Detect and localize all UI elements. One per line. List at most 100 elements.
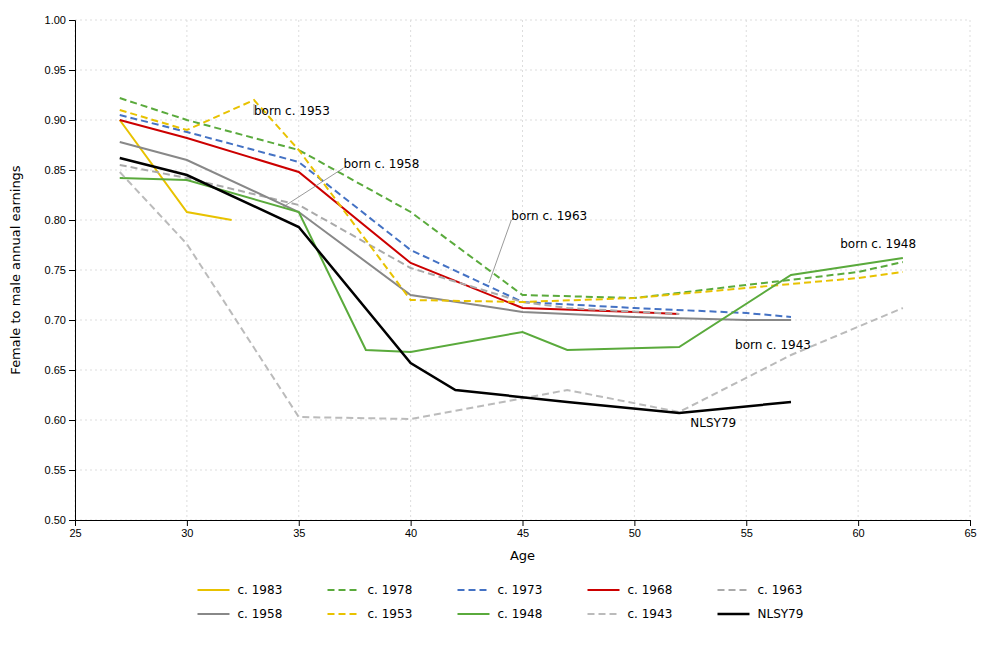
tick: 0.95 [45,64,75,76]
series-line [120,115,791,317]
grid-line-y [75,370,970,371]
legend-label: c. 1953 [368,607,413,621]
annotation: born c. 1948 [840,237,916,251]
grid-line-y [75,20,970,21]
tick-label: 30 [181,527,193,539]
tick-label: 1.00 [45,14,66,26]
tick: 65 [964,520,976,539]
series-line [120,100,903,302]
legend-item: c. 1973 [458,583,543,597]
grid-line-x [298,20,299,520]
grid [75,20,970,520]
tick: 35 [293,520,305,539]
tick: 30 [181,520,193,539]
y-axis-title: Female to male annual earnings [8,165,23,375]
tick-label: 40 [405,527,417,539]
tick-mark [69,520,75,521]
series-line [120,158,791,413]
tick: 45 [517,520,529,539]
tick-mark [523,520,524,526]
legend-label: c. 1963 [758,583,803,597]
legend-item: c. 1983 [198,583,283,597]
legend-item: c. 1948 [458,607,543,621]
tick-label: 0.85 [45,164,66,176]
tick-mark [69,370,75,371]
grid-line-y [75,420,970,421]
series-line [120,172,903,419]
tick-mark [746,520,747,526]
legend-label: c. 1983 [238,583,283,597]
tick-label: 0.75 [45,264,66,276]
tick-mark [69,420,75,421]
tick-label: 0.60 [45,414,66,426]
grid-line-x [522,20,523,520]
series-line [120,165,679,314]
legend-item: c. 1978 [328,583,413,597]
tick-label: 55 [741,527,753,539]
tick-mark [858,520,859,526]
legend-label: c. 1973 [498,583,543,597]
axis-line [76,521,971,527]
x-axis-title: Age [510,548,535,563]
legend-item: c. 1968 [588,583,673,597]
tick: 0.80 [45,214,75,226]
tick-label: 50 [629,527,641,539]
chart: 2530354045505560650.500.550.600.650.700.… [0,0,1000,660]
tick: 0.70 [45,314,75,326]
annotation: NLSY79 [690,416,736,430]
grid-line-x [634,20,635,520]
tick: 0.75 [45,264,75,276]
tick-mark [69,120,75,121]
tick: 60 [853,520,865,539]
tick-label: 0.55 [45,464,66,476]
legend-item: c. 1953 [328,607,413,621]
tick-mark [970,520,971,526]
tick: 0.90 [45,114,75,126]
tick-label: 0.70 [45,314,66,326]
tick-mark [69,20,75,21]
tick-label: 35 [293,527,305,539]
legend-label: NLSY79 [758,607,804,621]
legend-swatch [458,589,490,591]
axis-line [69,21,76,521]
tick-mark [634,520,635,526]
legend-swatch [718,589,750,591]
annotation: born c. 1953 [254,104,330,118]
legend-swatch [588,589,620,591]
tick-mark [299,520,300,526]
legend-swatch [198,589,230,591]
tick-label: 60 [853,527,865,539]
legend-item: c. 1963 [718,583,803,597]
legend-swatch [458,613,490,615]
annotation: born c. 1943 [735,338,811,352]
legend-label: c. 1978 [368,583,413,597]
tick-label: 0.65 [45,364,66,376]
tick-label: 0.50 [45,514,66,526]
series-line [120,178,903,352]
tick-mark [69,470,75,471]
legend-swatch [328,589,360,591]
legend-swatch [588,613,620,615]
legend-swatch [718,613,750,616]
legend-item: c. 1958 [198,607,283,621]
grid-line-y [75,470,970,471]
tick: 0.85 [45,164,75,176]
tick: 0.55 [45,464,75,476]
tick-label: 0.80 [45,214,66,226]
y-axis: 0.50 0.55 0.60 0.65 0.70 0.75 0.80 0.85 0.90 0.95… [45,14,76,526]
tick-label: 0.95 [45,64,66,76]
legend-item: NLSY79 [718,607,804,621]
tick: 0.60 [45,414,75,426]
tick-mark [69,220,75,221]
annotation-connector [489,220,511,283]
legend-swatch [198,613,230,615]
annotation-connector [283,168,343,207]
grid-line-y [75,270,970,271]
tick: 25 [69,520,81,539]
tick-label: 0.90 [45,114,66,126]
grid-line-x [858,20,859,520]
tick: 0.50 [45,514,75,526]
tick: 40 [405,520,417,539]
legend-label: c. 1948 [498,607,543,621]
tick-mark [69,70,75,71]
